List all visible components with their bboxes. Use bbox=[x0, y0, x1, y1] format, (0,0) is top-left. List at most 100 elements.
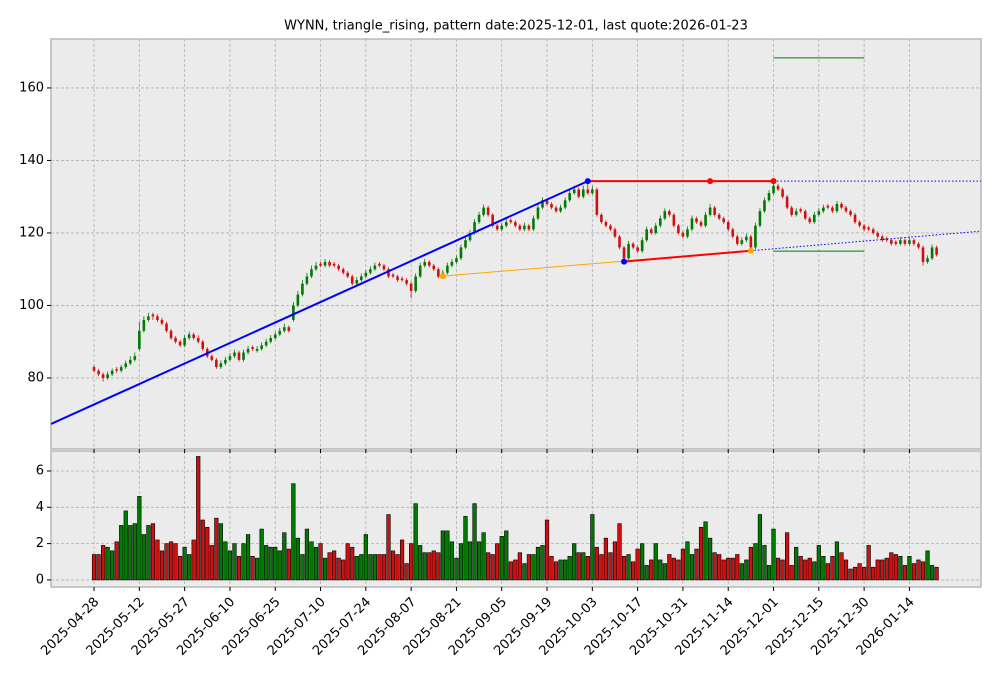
volume-bar bbox=[363, 534, 368, 581]
candle-body bbox=[269, 338, 273, 342]
candle-body bbox=[668, 211, 671, 215]
candle-body bbox=[319, 263, 322, 266]
volume-bar bbox=[590, 514, 595, 581]
y-tick-label: 4 bbox=[36, 500, 44, 515]
candle-body bbox=[224, 359, 227, 364]
candle-body bbox=[831, 207, 834, 212]
volume-bar bbox=[232, 543, 237, 581]
volume-bar bbox=[812, 561, 817, 581]
candle-body bbox=[423, 261, 427, 266]
volume-bar bbox=[685, 541, 690, 581]
volume-bar bbox=[504, 530, 509, 581]
volume-bar bbox=[164, 543, 169, 581]
volume-bar bbox=[794, 546, 799, 581]
volume-bar bbox=[291, 483, 296, 581]
candle-body bbox=[201, 341, 205, 349]
candle-body bbox=[532, 218, 535, 230]
candle-body bbox=[246, 348, 250, 353]
volume-bar bbox=[418, 545, 423, 581]
candle-body bbox=[767, 193, 771, 201]
y-tick-label: 120 bbox=[19, 225, 44, 240]
volume-bar bbox=[717, 554, 722, 581]
candle-body bbox=[482, 207, 485, 215]
volume-bar bbox=[544, 519, 550, 581]
candle-body bbox=[731, 229, 735, 237]
pattern-line bbox=[51, 180, 589, 425]
volume-bar bbox=[386, 514, 391, 581]
y-tick-label: 100 bbox=[19, 298, 44, 313]
candle-body bbox=[328, 261, 331, 266]
volume-bar bbox=[114, 541, 119, 581]
candle-body bbox=[858, 222, 861, 226]
candle-body bbox=[210, 356, 214, 360]
volume-bar bbox=[173, 543, 178, 581]
candle-body bbox=[722, 218, 725, 223]
candle-body bbox=[156, 316, 159, 320]
candle-body bbox=[622, 247, 626, 259]
candle-body bbox=[301, 283, 304, 295]
volume-bar bbox=[300, 554, 305, 581]
candle-body bbox=[867, 227, 870, 230]
candle-body bbox=[165, 323, 168, 331]
volume-bar bbox=[490, 554, 495, 581]
volume-bar bbox=[916, 559, 921, 581]
volume-bar bbox=[91, 554, 97, 581]
candle-body bbox=[115, 369, 118, 371]
volume-bar bbox=[341, 559, 346, 581]
pattern-point bbox=[707, 178, 714, 185]
volume-bar bbox=[893, 554, 898, 581]
volume-bar bbox=[422, 552, 427, 581]
volume-bar bbox=[264, 545, 269, 581]
candle-body bbox=[894, 242, 898, 244]
volume-bar bbox=[834, 541, 840, 581]
overlays bbox=[51, 57, 981, 425]
candle-body bbox=[455, 258, 458, 262]
candle-body bbox=[527, 225, 531, 230]
volume-bar bbox=[671, 557, 676, 581]
volume-bar bbox=[563, 559, 568, 581]
y-tick-label: 80 bbox=[27, 370, 44, 385]
candle-body bbox=[292, 305, 295, 320]
volume-bar bbox=[159, 550, 165, 581]
price-panel bbox=[50, 38, 982, 450]
candle-body bbox=[242, 352, 245, 360]
volume-bar bbox=[458, 543, 464, 581]
candle-body bbox=[341, 269, 345, 273]
candle-body bbox=[871, 229, 875, 233]
candle-body bbox=[264, 341, 268, 346]
candle-body bbox=[409, 283, 413, 291]
candle-body bbox=[740, 240, 744, 244]
y-tick-label: 160 bbox=[19, 80, 44, 95]
candle-body bbox=[812, 214, 816, 223]
candle-body bbox=[523, 225, 526, 230]
candle-body bbox=[183, 338, 186, 346]
candle-body bbox=[305, 276, 309, 284]
candle-body bbox=[785, 196, 789, 208]
volume-bar bbox=[662, 563, 667, 581]
volume-bar bbox=[128, 525, 133, 581]
candle-body bbox=[418, 265, 422, 277]
volume-bar bbox=[929, 565, 935, 581]
volume-bar bbox=[911, 563, 917, 581]
candle-body bbox=[541, 200, 544, 208]
volume-bar bbox=[200, 519, 205, 581]
candle-body bbox=[790, 207, 793, 215]
volume-bar bbox=[436, 552, 441, 581]
candle-body bbox=[803, 211, 807, 219]
y-tick-label: 0 bbox=[36, 572, 44, 587]
candle-body bbox=[649, 229, 653, 233]
candle-body bbox=[631, 243, 635, 248]
candle-body bbox=[627, 243, 630, 259]
candle-body bbox=[890, 240, 893, 244]
volume-bar bbox=[830, 556, 835, 581]
candle-body bbox=[147, 316, 150, 320]
volume-bar bbox=[708, 537, 713, 581]
volume-bar bbox=[920, 561, 926, 581]
volume-bar bbox=[798, 556, 803, 581]
volume-bar bbox=[146, 525, 151, 581]
candle-body bbox=[822, 207, 825, 212]
volume-bar bbox=[680, 548, 686, 581]
volume-bar bbox=[445, 530, 450, 581]
volume-bar bbox=[322, 557, 328, 581]
volume-bar bbox=[495, 543, 500, 581]
